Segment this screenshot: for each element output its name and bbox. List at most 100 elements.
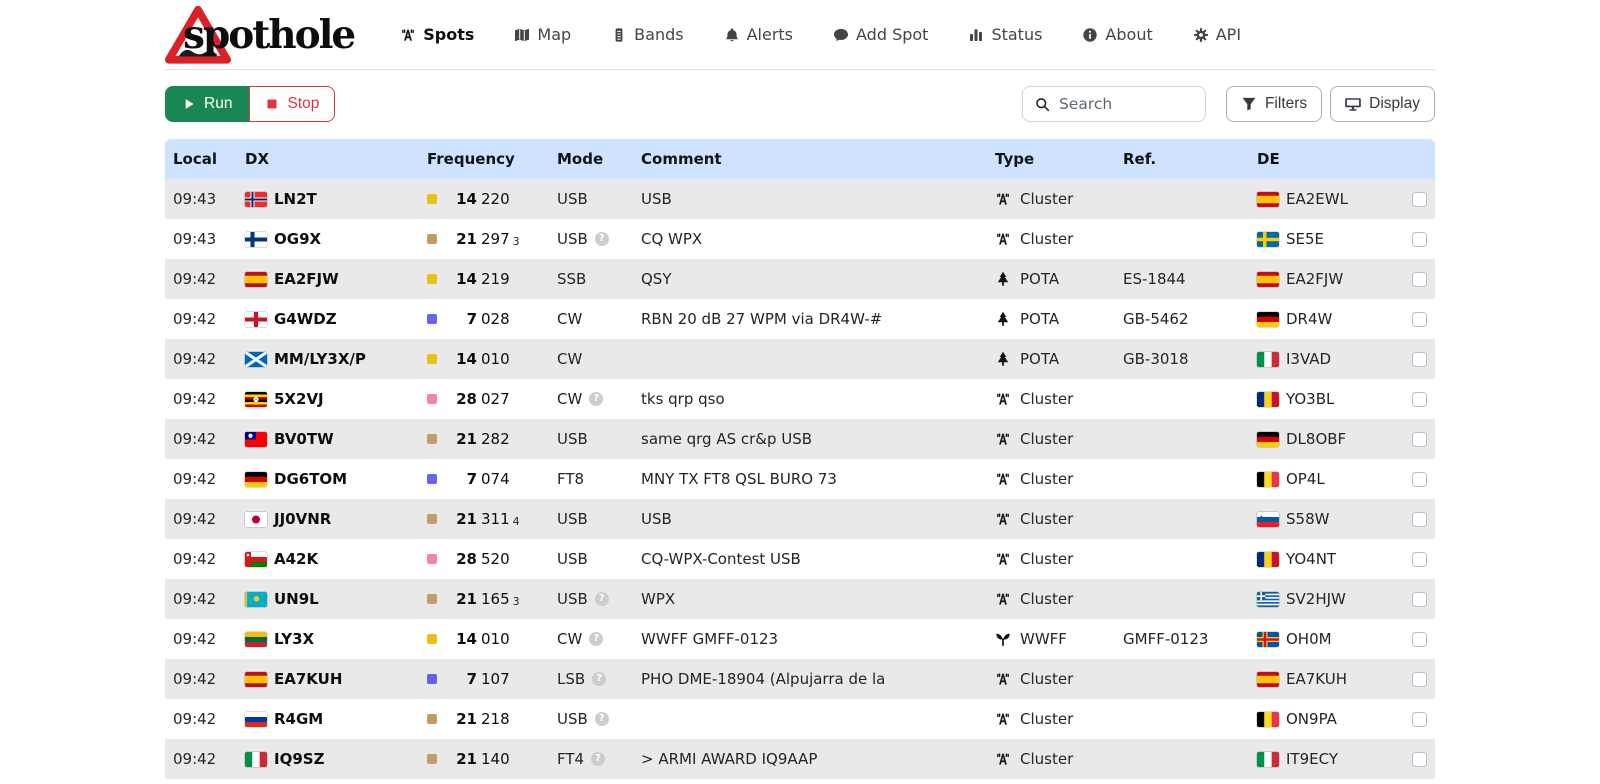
table-row[interactable]: 09:42 IQ9SZ 21 140 FT4 > ARMI AWARD IQ9A…	[165, 739, 1435, 779]
frequency-cell[interactable]: 7 074	[417, 459, 547, 499]
frequency-cell[interactable]: 28 520	[417, 539, 547, 579]
table-row[interactable]: 09:42 5X2VJ 28 027 CW tks qrp qso Cluste…	[165, 379, 1435, 419]
frequency-cell[interactable]: 21 140	[417, 739, 547, 779]
frequency-cell[interactable]: 14 220	[417, 179, 547, 219]
table-row[interactable]: 09:42 JJ0VNR 21 311 4 USB USB Cluster S5…	[165, 499, 1435, 539]
row-checkbox[interactable]	[1412, 231, 1427, 247]
nav-item-bands[interactable]: Bands	[611, 25, 684, 44]
dx-callsign[interactable]: LY3X	[274, 630, 315, 648]
dx-callsign[interactable]: 5X2VJ	[274, 390, 324, 408]
spot-ref[interactable]	[1115, 539, 1247, 579]
dx-callsign[interactable]: EA7KUH	[274, 670, 343, 688]
row-checkbox[interactable]	[1412, 511, 1427, 527]
de-callsign[interactable]: YO3BL	[1286, 390, 1335, 408]
table-row[interactable]: 09:42 G4WDZ 7 028 CW RBN 20 dB 27 WPM vi…	[165, 299, 1435, 339]
de-callsign[interactable]: EA7KUH	[1286, 670, 1347, 688]
table-row[interactable]: 09:42 MM/LY3X/P 14 010 CW POTA GB-3018 I…	[165, 339, 1435, 379]
filters-button[interactable]: Filters	[1225, 86, 1323, 122]
table-row[interactable]: 09:42 BV0TW 21 282 USB same qrg AS cr&p …	[165, 419, 1435, 459]
table-row[interactable]: 09:42 EA7KUH 7 107 LSB PHO DME-18904 (Al…	[165, 659, 1435, 699]
de-callsign[interactable]: ON9PA	[1286, 710, 1337, 728]
frequency-cell[interactable]: 7 028	[417, 299, 547, 339]
display-button[interactable]: Display	[1330, 86, 1435, 122]
de-callsign[interactable]: YO4NT	[1286, 550, 1337, 568]
dx-callsign[interactable]: EA2FJW	[274, 270, 339, 288]
help-icon[interactable]	[594, 232, 609, 246]
nav-item-add-spot[interactable]: Add Spot	[833, 25, 928, 44]
de-callsign[interactable]: SV2HJW	[1286, 590, 1346, 608]
de-callsign[interactable]: I3VAD	[1286, 350, 1332, 368]
row-checkbox[interactable]	[1412, 711, 1427, 727]
help-icon[interactable]	[592, 672, 607, 686]
table-row[interactable]: 09:42 DG6TOM 7 074 FT8 MNY TX FT8 QSL BU…	[165, 459, 1435, 499]
spot-ref[interactable]	[1115, 419, 1247, 459]
help-icon[interactable]	[589, 392, 604, 406]
table-row[interactable]: 09:42 R4GM 21 218 USB Cluster ON9PA	[165, 699, 1435, 739]
table-row[interactable]: 09:42 LY3X 14 010 CW WWFF GMFF-0123 WWFF…	[165, 619, 1435, 659]
spot-ref[interactable]: GB-5462	[1123, 310, 1189, 328]
row-checkbox[interactable]	[1412, 751, 1427, 767]
row-checkbox[interactable]	[1412, 631, 1427, 647]
frequency-cell[interactable]: 21 218	[417, 699, 547, 739]
frequency-cell[interactable]: 21 165 3	[417, 579, 547, 619]
de-callsign[interactable]: SE5E	[1286, 230, 1325, 248]
row-checkbox[interactable]	[1412, 311, 1427, 327]
help-icon[interactable]	[594, 592, 609, 606]
table-row[interactable]: 09:43 OG9X 21 297 3 USB CQ WPX Cluster S…	[165, 219, 1435, 259]
nav-item-status[interactable]: Status	[968, 25, 1042, 44]
brand-logo[interactable]: spothole	[165, 5, 356, 65]
spot-ref[interactable]	[1115, 459, 1247, 499]
frequency-cell[interactable]: 14 010	[417, 339, 547, 379]
row-checkbox[interactable]	[1412, 271, 1427, 287]
row-checkbox[interactable]	[1412, 351, 1427, 367]
dx-callsign[interactable]: JJ0VNR	[274, 510, 332, 528]
dx-callsign[interactable]: LN2T	[274, 190, 317, 208]
dx-callsign[interactable]: R4GM	[274, 710, 324, 728]
nav-item-map[interactable]: Map	[514, 25, 571, 44]
nav-item-spots[interactable]: Spots	[400, 25, 474, 44]
dx-callsign[interactable]: A42K	[274, 550, 319, 568]
dx-callsign[interactable]: UN9L	[274, 590, 319, 608]
row-checkbox[interactable]	[1412, 551, 1427, 567]
spot-ref[interactable]	[1115, 659, 1247, 699]
dx-callsign[interactable]: OG9X	[274, 230, 322, 248]
row-checkbox[interactable]	[1412, 391, 1427, 407]
frequency-cell[interactable]: 21 311 4	[417, 499, 547, 539]
dx-callsign[interactable]: DG6TOM	[274, 470, 348, 488]
stop-button[interactable]: Stop	[249, 86, 336, 122]
frequency-cell[interactable]: 21 297 3	[417, 219, 547, 259]
run-button[interactable]: Run	[165, 86, 250, 122]
de-callsign[interactable]: DL8OBF	[1286, 430, 1347, 448]
dx-callsign[interactable]: G4WDZ	[274, 310, 337, 328]
spot-ref[interactable]: GMFF-0123	[1123, 630, 1209, 648]
row-checkbox[interactable]	[1412, 431, 1427, 447]
frequency-cell[interactable]: 14 219	[417, 259, 547, 299]
de-callsign[interactable]: EA2EWL	[1286, 190, 1348, 208]
frequency-cell[interactable]: 7 107	[417, 659, 547, 699]
dx-callsign[interactable]: BV0TW	[274, 430, 334, 448]
de-callsign[interactable]: S58W	[1286, 510, 1330, 528]
dx-callsign[interactable]: MM/LY3X/P	[274, 350, 366, 368]
dx-callsign[interactable]: IQ9SZ	[274, 750, 325, 768]
table-row[interactable]: 09:42 UN9L 21 165 3 USB WPX Cluster SV2H…	[165, 579, 1435, 619]
de-callsign[interactable]: OH0M	[1286, 630, 1332, 648]
spot-ref[interactable]	[1115, 499, 1247, 539]
table-row[interactable]: 09:42 A42K 28 520 USB CQ-WPX-Contest USB…	[165, 539, 1435, 579]
de-callsign[interactable]: OP4L	[1286, 470, 1325, 488]
row-checkbox[interactable]	[1412, 591, 1427, 607]
help-icon[interactable]	[591, 752, 606, 766]
frequency-cell[interactable]: 28 027	[417, 379, 547, 419]
table-row[interactable]: 09:43 LN2T 14 220 USB USB Cluster EA2EWL	[165, 179, 1435, 219]
row-checkbox[interactable]	[1412, 191, 1427, 207]
spot-ref[interactable]	[1115, 579, 1247, 619]
nav-item-api[interactable]: API	[1193, 25, 1241, 44]
spot-ref[interactable]	[1115, 179, 1247, 219]
help-icon[interactable]	[589, 632, 604, 646]
nav-item-about[interactable]: About	[1082, 25, 1153, 44]
spot-ref[interactable]: GB-3018	[1123, 350, 1189, 368]
row-checkbox[interactable]	[1412, 671, 1427, 687]
help-icon[interactable]	[594, 712, 609, 726]
spot-ref[interactable]	[1115, 379, 1247, 419]
frequency-cell[interactable]: 21 282	[417, 419, 547, 459]
spot-ref[interactable]: ES-1844	[1123, 270, 1186, 288]
